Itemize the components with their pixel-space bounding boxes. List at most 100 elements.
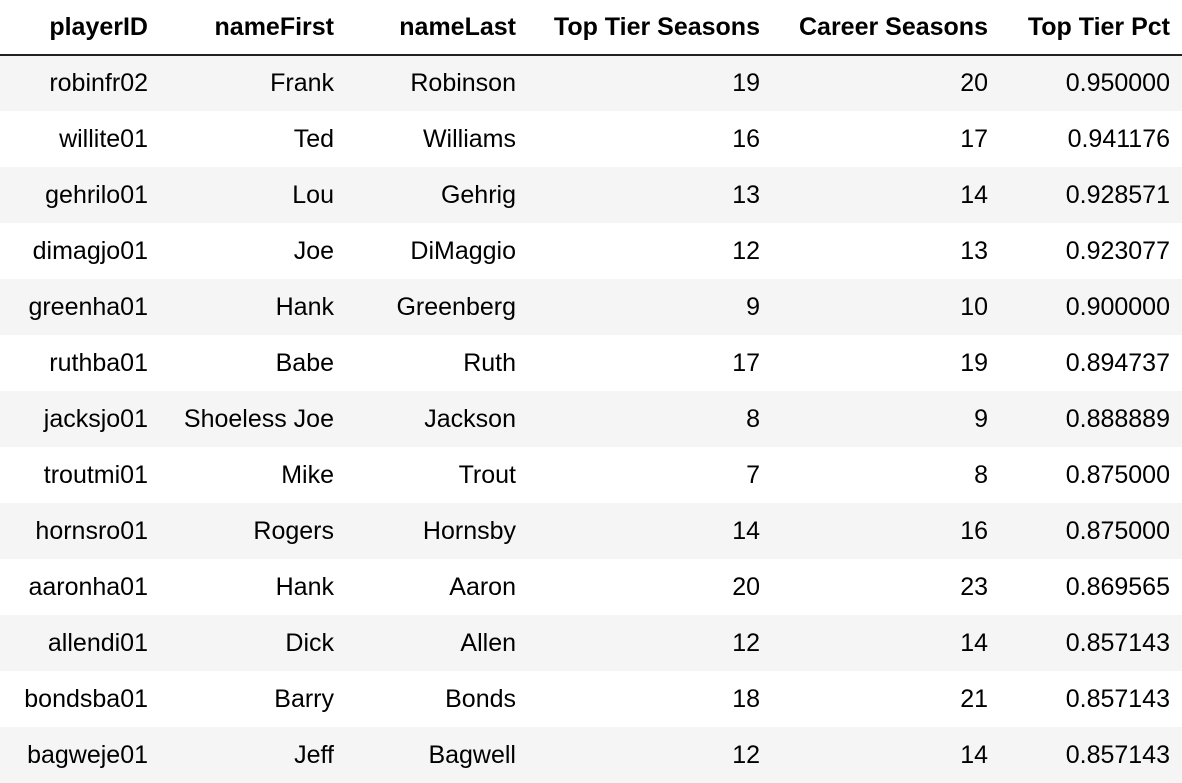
last-name-cell: Greenberg — [396, 292, 516, 321]
top-tier-pct-cell: 0.857143 — [1065, 684, 1170, 713]
player-id-cell: willite01 — [59, 124, 148, 153]
player-id-cell: aaronha01 — [28, 572, 148, 601]
career-seasons-cell: 10 — [960, 292, 988, 321]
first-name-cell: Jeff — [294, 740, 334, 769]
first-name-cell: Ted — [293, 124, 334, 153]
column-header-namelast: nameLast — [399, 12, 516, 41]
career-seasons-cell: 17 — [960, 124, 988, 153]
top-tier-seasons-cell: 12 — [732, 236, 760, 265]
top-tier-pct-cell: 0.894737 — [1065, 348, 1170, 377]
top-tier-pct-cell: 0.888889 — [1065, 404, 1170, 433]
player-id-cell: bondsba01 — [24, 684, 148, 713]
last-name-cell: Hornsby — [422, 516, 516, 545]
header-row: playerID nameFirst nameLast Top Tier Sea… — [0, 0, 1182, 55]
career-seasons-cell: 19 — [960, 348, 988, 377]
last-name-cell: Gehrig — [440, 180, 516, 209]
table-row: ruthba01 Babe Ruth 17 19 0.894737 — [0, 335, 1182, 391]
last-name-cell: Ruth — [463, 348, 516, 377]
top-tier-seasons-cell: 17 — [732, 348, 760, 377]
player-id-cell: jacksjo01 — [43, 404, 148, 433]
first-name-cell: Dick — [285, 628, 334, 657]
table-row: robinfr02 Frank Robinson 19 20 0.950000 — [0, 55, 1182, 111]
first-name-cell: Mike — [281, 460, 334, 489]
top-tier-seasons-cell: 12 — [732, 740, 760, 769]
player-id-cell: gehrilo01 — [45, 180, 148, 209]
table-row: aaronha01 Hank Aaron 20 23 0.869565 — [0, 559, 1182, 615]
first-name-cell: Barry — [274, 684, 334, 713]
top-tier-pct-cell: 0.857143 — [1065, 740, 1170, 769]
column-header-career-seasons: Career Seasons — [798, 12, 988, 41]
table-header: playerID nameFirst nameLast Top Tier Sea… — [0, 0, 1182, 55]
player-id-cell: ruthba01 — [49, 348, 148, 377]
first-name-cell: Hank — [275, 292, 334, 321]
first-name-cell: Lou — [292, 180, 334, 209]
career-seasons-cell: 20 — [960, 69, 988, 97]
career-seasons-cell: 21 — [960, 684, 988, 713]
table-row: allendi01 Dick Allen 12 14 0.857143 — [0, 615, 1182, 671]
top-tier-seasons-cell: 7 — [746, 460, 760, 489]
top-tier-seasons-cell: 16 — [732, 124, 760, 153]
table-row: jacksjo01 Shoeless Joe Jackson 8 9 0.888889 — [0, 391, 1182, 447]
career-seasons-cell: 23 — [960, 572, 988, 601]
top-tier-pct-cell: 0.928571 — [1065, 180, 1170, 209]
table-row: greenha01 Hank Greenberg 9 10 0.900000 — [0, 279, 1182, 335]
career-seasons-cell: 13 — [960, 236, 988, 265]
column-header-playerid: playerID — [49, 12, 148, 41]
first-name-cell: Joe — [293, 236, 334, 265]
last-name-cell: Jackson — [424, 404, 516, 433]
last-name-cell: Allen — [460, 628, 516, 657]
player-id-cell: greenha01 — [28, 292, 148, 321]
first-name-cell: Babe — [275, 348, 334, 377]
player-id-cell: allendi01 — [47, 628, 148, 657]
career-seasons-cell: 16 — [960, 516, 988, 545]
table-body: robinfr02 Frank Robinson 19 20 0.950000 willit… — [0, 55, 1182, 783]
player-id-cell: robinfr02 — [49, 69, 148, 97]
top-tier-pct-cell: 0.900000 — [1065, 292, 1170, 321]
career-seasons-cell: 8 — [974, 460, 988, 489]
column-header-top-tier-seasons: Top Tier Seasons — [553, 12, 760, 41]
column-header-namefirst: nameFirst — [214, 12, 334, 41]
top-tier-pct-cell: 0.950000 — [1065, 69, 1170, 97]
player-id-cell: bagweje01 — [27, 740, 148, 769]
top-tier-seasons-cell: 19 — [732, 69, 760, 97]
top-tier-pct-cell: 0.869565 — [1065, 572, 1170, 601]
last-name-cell: Williams — [422, 124, 516, 153]
top-tier-seasons-cell: 14 — [732, 516, 760, 545]
top-tier-seasons-cell: 20 — [732, 572, 760, 601]
top-tier-pct-cell: 0.923077 — [1065, 236, 1170, 265]
table-row: willite01 Ted Williams 16 17 0.941176 — [0, 111, 1182, 167]
table-row: troutmi01 Mike Trout 7 8 0.875000 — [0, 447, 1182, 503]
last-name-cell: Bonds — [445, 684, 516, 713]
top-tier-seasons-cell: 18 — [732, 684, 760, 713]
table-row: dimagjo01 Joe DiMaggio 12 13 0.923077 — [0, 223, 1182, 279]
player-id-cell: hornsro01 — [35, 516, 148, 545]
last-name-cell: Bagwell — [428, 740, 516, 769]
first-name-cell: Rogers — [253, 516, 334, 545]
column-header-top-tier-pct: Top Tier Pct — [1027, 12, 1170, 41]
top-tier-pct-cell: 0.875000 — [1065, 460, 1170, 489]
top-tier-seasons-cell: 8 — [746, 404, 760, 433]
last-name-cell: Aaron — [449, 572, 516, 601]
player-id-cell: dimagjo01 — [32, 236, 148, 265]
table-row: bondsba01 Barry Bonds 18 21 0.857143 — [0, 671, 1182, 727]
top-tier-seasons-cell: 12 — [732, 628, 760, 657]
first-name-cell: Hank — [275, 572, 334, 601]
last-name-cell: DiMaggio — [410, 236, 516, 265]
player-id-cell: troutmi01 — [43, 460, 148, 489]
career-seasons-cell: 14 — [960, 628, 988, 657]
last-name-cell: Trout — [458, 460, 516, 489]
last-name-cell: Robinson — [410, 69, 516, 97]
career-seasons-cell: 14 — [960, 180, 988, 209]
table-row: bagweje01 Jeff Bagwell 12 14 0.857143 — [0, 727, 1182, 783]
top-tier-pct-cell: 0.941176 — [1067, 124, 1170, 153]
table-row: hornsro01 Rogers Hornsby 14 16 0.875000 — [0, 503, 1182, 559]
top-tier-pct-cell: 0.875000 — [1065, 516, 1170, 545]
table-row: gehrilo01 Lou Gehrig 13 14 0.928571 — [0, 167, 1182, 223]
top-tier-seasons-cell: 13 — [732, 180, 760, 209]
top-tier-seasons-cell: 9 — [746, 292, 760, 321]
career-seasons-cell: 9 — [974, 404, 988, 433]
career-seasons-cell: 14 — [960, 740, 988, 769]
top-tier-pct-cell: 0.857143 — [1065, 628, 1170, 657]
first-name-cell: Shoeless Joe — [183, 404, 334, 433]
